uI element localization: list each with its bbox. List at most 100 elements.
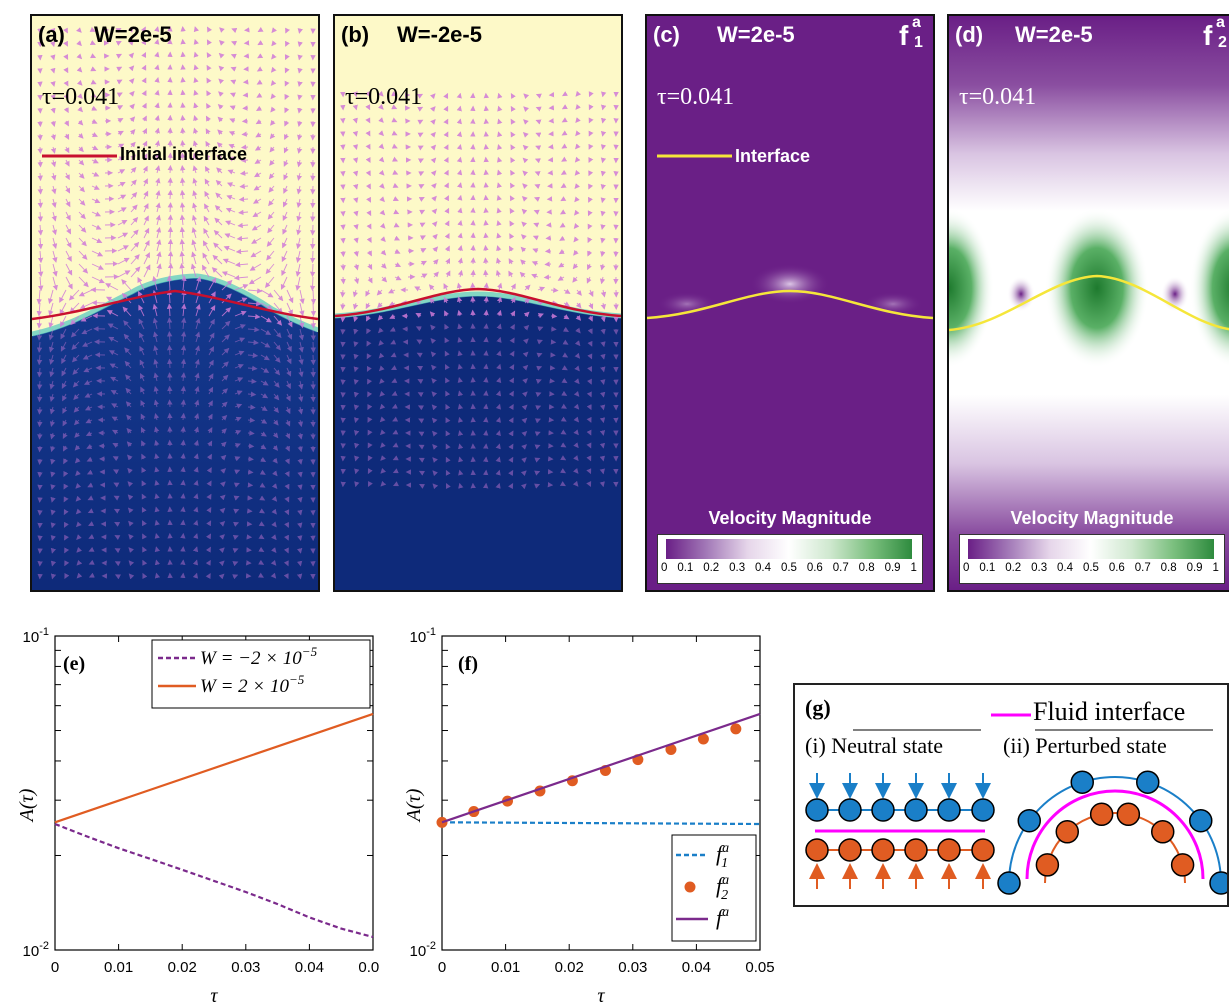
velocity-arrow — [37, 263, 44, 278]
velocity-arrow — [179, 262, 185, 278]
velocity-arrow — [206, 77, 212, 84]
velocity-arrow — [297, 419, 304, 428]
velocity-arrow — [269, 133, 276, 140]
velocity-arrow — [142, 572, 148, 579]
velocity-arrow — [299, 302, 305, 317]
velocity-arrow — [586, 480, 592, 488]
velocity-arrow — [365, 143, 371, 150]
velocity-arrow — [71, 354, 80, 363]
velocity-arrow — [143, 190, 149, 200]
panel-c-colorbar: 0 0.1 0.2 0.3 0.4 0.5 0.6 0.7 0.8 0.9 1 — [657, 534, 923, 584]
velocity-arrow — [231, 28, 238, 34]
velocity-arrow — [206, 467, 212, 474]
velocity-arrow — [48, 328, 54, 341]
velocity-arrow — [352, 144, 358, 150]
velocity-arrow — [153, 385, 159, 395]
velocity-arrow — [392, 468, 399, 474]
velocity-arrow — [64, 560, 70, 567]
velocity-arrow — [495, 430, 501, 437]
velocity-arrow — [193, 479, 199, 486]
velocity-arrow — [193, 89, 199, 96]
velocity-arrow — [237, 222, 249, 229]
velocity-arrow — [193, 413, 200, 421]
colorbar-tick: 0.8 — [1160, 562, 1177, 574]
velocity-arrow — [50, 120, 56, 127]
velocity-arrow — [179, 238, 185, 252]
velocity-arrow — [205, 153, 211, 161]
velocity-arrow — [205, 546, 211, 553]
velocity-arrow — [91, 211, 102, 217]
velocity-arrow — [115, 28, 122, 34]
velocity-arrow — [180, 372, 187, 382]
velocity-arrow — [180, 466, 186, 473]
velocity-arrow — [117, 194, 127, 200]
velocity-arrow — [38, 276, 44, 292]
velocity-arrow — [140, 26, 146, 33]
velocity-arrow — [65, 250, 72, 262]
velocity-arrow — [109, 363, 119, 369]
velocity-arrow — [142, 128, 147, 135]
velocity-arrow — [37, 406, 43, 415]
velocity-arrow — [62, 406, 68, 414]
velocity-arrow — [154, 127, 160, 135]
velocity-arrow — [378, 130, 384, 137]
velocity-arrow — [221, 374, 229, 382]
velocity-arrow — [110, 376, 119, 382]
chart-e: 0 0.01 0.02 0.03 0.04 0.05 10-2 10-1 (e) A(τ) τ… — [16, 626, 380, 1002]
velocity-arrow — [50, 547, 57, 554]
velocity-arrow — [65, 276, 73, 290]
velocity-arrow — [260, 354, 270, 361]
particle-orange — [904, 838, 928, 862]
particle-orange — [1035, 853, 1060, 877]
velocity-arrow — [285, 432, 291, 440]
velocity-arrow — [234, 429, 242, 435]
velocity-arrow — [221, 388, 228, 395]
particle-orange — [1170, 853, 1195, 877]
x-tick-label: 0.04 — [295, 959, 324, 976]
velocity-arrow — [113, 495, 120, 501]
velocity-arrow — [257, 26, 264, 33]
velocity-arrow — [443, 105, 449, 112]
velocity-arrow — [260, 405, 268, 411]
velocity-arrow — [153, 399, 160, 408]
velocity-arrow — [108, 336, 119, 343]
velocity-arrow — [141, 90, 147, 97]
velocity-arrow — [78, 237, 87, 247]
colorbar-gradient-d — [968, 539, 1214, 559]
velocity-arrow — [139, 332, 145, 343]
velocity-arrow — [249, 263, 262, 271]
particle-blue — [1136, 770, 1160, 794]
velocity-arrow — [240, 144, 249, 150]
panel-c-title: W=2e-5 — [717, 22, 795, 47]
velocity-arrow — [298, 354, 304, 365]
velocity-arrow — [599, 404, 606, 411]
velocity-arrow — [76, 79, 83, 86]
velocity-arrow — [141, 506, 147, 513]
velocity-arrow — [296, 211, 302, 222]
velocity-arrow — [167, 214, 174, 226]
velocity-arrow — [221, 428, 227, 434]
velocity-arrow — [51, 172, 57, 181]
velocity-arrow — [77, 133, 84, 139]
velocity-arrow — [117, 143, 125, 149]
velocity-arrow — [121, 292, 132, 304]
velocity-arrow — [191, 239, 197, 252]
chart-f: 0 0.01 0.02 0.03 0.04 0.05 10-2 10-1 (f) A(τ) τ… — [403, 626, 775, 1002]
velocity-arrow — [71, 341, 80, 350]
velocity-arrow — [247, 365, 258, 372]
velocity-arrow — [37, 185, 43, 195]
velocity-arrow — [234, 337, 246, 343]
velocity-arrow — [140, 386, 146, 395]
velocity-arrow — [124, 347, 132, 356]
velocity-arrow — [299, 289, 305, 305]
velocity-arrow — [212, 254, 223, 265]
velocity-arrow — [296, 198, 302, 209]
colorbar-ticks-d: 0 0.1 0.2 0.3 0.4 0.5 0.6 0.7 0.8 0.9 1 — [963, 562, 1219, 574]
velocity-arrow — [142, 546, 148, 553]
velocity-arrow — [111, 416, 119, 422]
panel-a-label: (a) — [38, 22, 65, 47]
velocity-arrow — [208, 318, 215, 330]
velocity-arrow — [297, 445, 303, 453]
velocity-arrow — [154, 466, 160, 473]
colorbar-gradient — [666, 539, 912, 559]
